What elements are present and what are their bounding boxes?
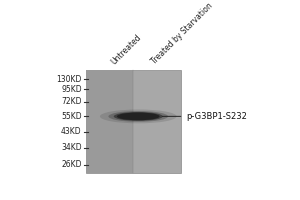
- Text: 130KD: 130KD: [56, 75, 82, 84]
- Ellipse shape: [108, 111, 168, 122]
- Text: 34KD: 34KD: [61, 143, 82, 152]
- Ellipse shape: [100, 109, 177, 123]
- Ellipse shape: [114, 112, 163, 121]
- Text: 26KD: 26KD: [61, 160, 82, 169]
- Text: 55KD: 55KD: [61, 112, 82, 121]
- Ellipse shape: [117, 113, 160, 120]
- Text: Untreated: Untreated: [110, 33, 143, 66]
- Text: 95KD: 95KD: [61, 85, 82, 94]
- Text: Treated by Starvation: Treated by Starvation: [150, 1, 215, 66]
- Text: 72KD: 72KD: [61, 97, 82, 106]
- Text: 43KD: 43KD: [61, 127, 82, 136]
- Bar: [85, 70, 181, 173]
- Text: p-G3BP1-S232: p-G3BP1-S232: [162, 112, 247, 121]
- Bar: [85, 70, 133, 173]
